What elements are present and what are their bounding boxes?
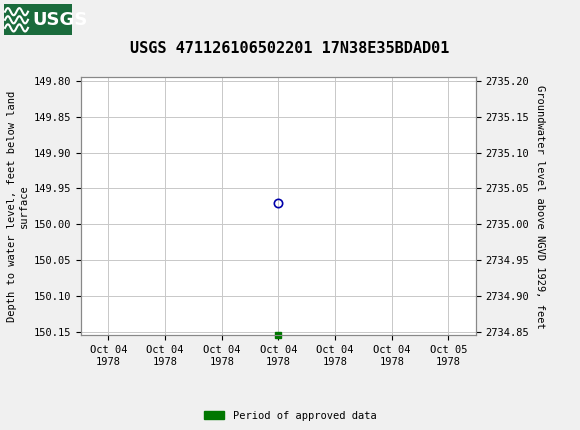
Legend: Period of approved data: Period of approved data (200, 406, 380, 425)
Y-axis label: Depth to water level, feet below land
surface: Depth to water level, feet below land su… (7, 91, 28, 322)
Text: USGS 471126106502201 17N38E35BDAD01: USGS 471126106502201 17N38E35BDAD01 (130, 41, 450, 56)
Text: USGS: USGS (32, 11, 88, 29)
Y-axis label: Groundwater level above NGVD 1929, feet: Groundwater level above NGVD 1929, feet (535, 85, 545, 328)
FancyBboxPatch shape (4, 3, 72, 35)
